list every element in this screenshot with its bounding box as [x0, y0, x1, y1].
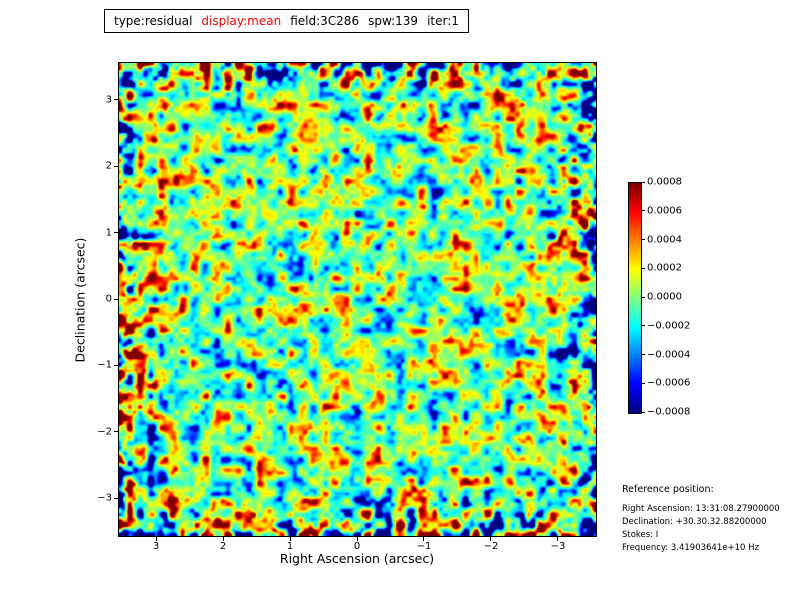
y-tick-label: −1: [97, 359, 112, 371]
x-tick-mark: [490, 537, 492, 541]
x-tick-label: 2: [219, 541, 227, 552]
colorbar-tick-label: 0.0008: [647, 176, 682, 188]
y-tick-mark: [114, 497, 118, 499]
x-tick-mark: [557, 537, 559, 541]
x-tick-mark: [155, 537, 157, 541]
y-tick-label: 1: [105, 227, 112, 239]
y-tick-label: 3: [105, 94, 112, 106]
y-tick-mark: [114, 99, 118, 101]
y-tick-label: −3: [97, 492, 112, 504]
colorbar-tick-mark: [642, 411, 645, 413]
y-tick-mark: [114, 431, 118, 433]
title-display-mean: display:mean: [201, 14, 282, 28]
colorbar-tick-label: −0.0006: [647, 377, 691, 389]
y-tick-label: 0: [105, 293, 112, 305]
reference-stokes: Stokes: I: [622, 530, 659, 540]
plot-title-box: type:residual display:mean field:3C286 spw:…: [104, 9, 469, 33]
x-tick-label: −1: [416, 541, 432, 552]
title-field: field:3C286: [290, 14, 360, 28]
x-tick-mark: [222, 537, 224, 541]
heatmap-plot-area: [118, 62, 597, 537]
colorbar-tick-label: 0.0004: [647, 234, 682, 245]
reference-heading: Reference position:: [622, 484, 714, 495]
reference-right-ascension: Right Ascension: 13:31:08.27900000: [622, 504, 780, 514]
x-tick-mark: [423, 537, 425, 541]
x-tick-label: 0: [353, 541, 361, 552]
reference-frequency: Frequency: 3.41903641e+10 Hz: [622, 543, 759, 553]
colorbar-tick-mark: [642, 382, 645, 384]
colorbar-tick-mark: [642, 296, 645, 298]
reference-position-block: Reference position: Right Ascension: 13:…: [622, 484, 780, 555]
y-tick-mark: [114, 165, 118, 167]
x-tick-mark: [289, 537, 291, 541]
y-tick-mark: [114, 364, 118, 366]
y-tick-label: −2: [97, 426, 112, 438]
colorbar-tick-label: 0.0002: [647, 262, 682, 274]
x-tick-label: 1: [286, 541, 294, 552]
colorbar-tick-mark: [642, 325, 645, 327]
colorbar-tick-label: 0.0006: [647, 205, 682, 217]
reference-declination: Declination: +30.30.32.88200000: [622, 517, 767, 527]
title-spw: spw:139: [368, 14, 419, 28]
x-tick-label: 3: [152, 541, 160, 552]
colorbar-tick-label: 0.0000: [647, 291, 682, 303]
colorbar-tick-label: −0.0004: [647, 349, 691, 360]
colorbar-tick-mark: [642, 354, 645, 355]
colorbar-gradient-canvas: [629, 183, 641, 413]
colorbar-tick-mark: [642, 210, 645, 212]
residual-heatmap-canvas: [119, 63, 596, 536]
title-iter: iter:1: [427, 14, 459, 28]
colorbar-tick-label: −0.0002: [647, 320, 691, 332]
y-tick-label: 2: [105, 160, 112, 172]
x-tick-label: −2: [483, 541, 499, 552]
colorbar-tick-mark: [642, 239, 645, 240]
colorbar-tick-mark: [642, 181, 645, 183]
x-tick-mark: [356, 537, 358, 541]
y-tick-mark: [114, 298, 118, 300]
title-type-residual: type:residual: [114, 14, 193, 28]
y-tick-mark: [114, 232, 118, 234]
x-axis-label: Right Ascension (arcsec): [279, 551, 435, 566]
colorbar: [628, 182, 642, 414]
x-tick-label: −3: [550, 541, 566, 552]
colorbar-tick-label: −0.0008: [647, 406, 691, 418]
colorbar-tick-mark: [642, 267, 645, 269]
